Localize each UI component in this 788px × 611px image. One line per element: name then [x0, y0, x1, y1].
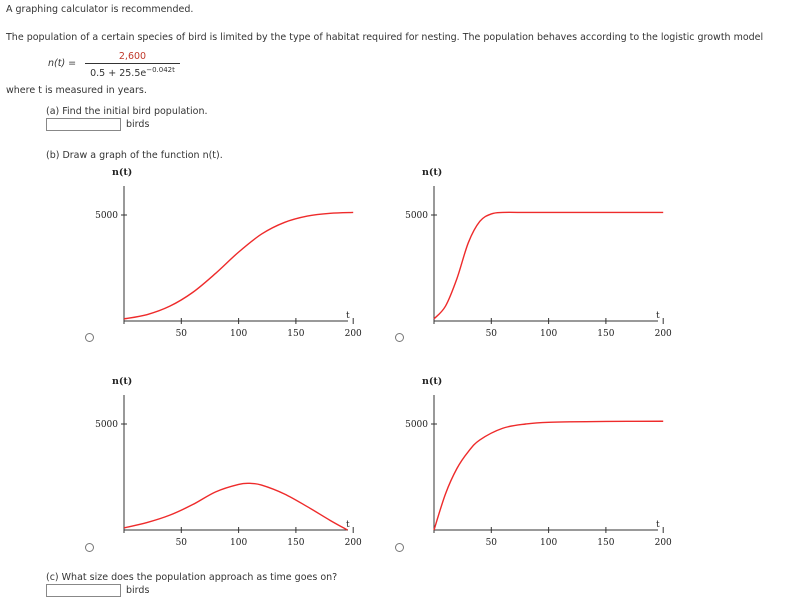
x-tick-label-100: 100	[540, 329, 557, 339]
y-axis-label: n(t)	[112, 376, 132, 387]
y-axis-label: n(t)	[422, 167, 442, 178]
graph-option-3: n(t) t 50 100 150 200 5000	[95, 376, 362, 548]
formula-denominator-base: 0.5 + 25.5e	[90, 68, 147, 80]
part-b-question: (b) Draw a graph of the function n(t).	[46, 150, 223, 161]
graph-option-1: n(t) t 50 100 150 200 5000	[95, 167, 362, 339]
formula-exponent: −0.042t	[146, 66, 175, 74]
option-radio-1[interactable]	[85, 333, 94, 342]
part-a-answer-input[interactable]	[46, 118, 121, 131]
x-tick-label-150: 150	[287, 329, 304, 339]
x-tick-label-200: 200	[655, 329, 672, 339]
curve-line	[433, 211, 664, 320]
x-tick-label-50: 50	[486, 329, 498, 339]
x-tick-label-100: 100	[540, 538, 557, 548]
option-radio-4[interactable]	[395, 543, 404, 552]
x-axis-label: t	[656, 520, 660, 530]
curve-line	[123, 211, 354, 320]
y-tick-label-5000: 5000	[405, 211, 428, 221]
x-tick-label-200: 200	[345, 329, 362, 339]
part-a-question: (a) Find the initial bird population.	[46, 106, 208, 117]
x-tick-label-50: 50	[486, 538, 498, 548]
y-axis-label: n(t)	[422, 376, 442, 387]
formula-numerator: 2,600	[85, 51, 180, 64]
calculator-note: A graphing calculator is recommended.	[6, 4, 194, 15]
x-tick-label-200: 200	[655, 538, 672, 548]
problem-intro: The population of a certain species of b…	[6, 32, 764, 43]
x-tick-label-50: 50	[176, 538, 188, 548]
formula-denominator: 0.5 + 25.5e−0.042t	[85, 64, 180, 79]
x-tick-label-150: 150	[597, 538, 614, 548]
x-tick-label-50: 50	[176, 329, 188, 339]
curve-line	[123, 482, 348, 531]
x-tick-label-100: 100	[230, 538, 247, 548]
x-axis-label: t	[656, 311, 660, 321]
graph-option-4: n(t) t 50 100 150 200 5000	[405, 376, 672, 548]
formula-lhs: n(t) =	[48, 58, 77, 69]
option-radio-2[interactable]	[395, 333, 404, 342]
x-tick-label-200: 200	[345, 538, 362, 548]
y-axis-label: n(t)	[112, 167, 132, 178]
formula-fraction: 2,600 0.5 + 25.5e−0.042t	[85, 51, 180, 79]
part-a-unit: birds	[126, 119, 150, 130]
curve-line	[433, 420, 664, 531]
part-c-question: (c) What size does the population approa…	[46, 572, 338, 583]
y-tick-label-5000: 5000	[95, 420, 118, 430]
graph-option-2: n(t) t 50 100 150 200 5000	[405, 167, 672, 339]
x-tick-label-150: 150	[287, 538, 304, 548]
option-radio-3[interactable]	[85, 543, 94, 552]
x-tick-label-100: 100	[230, 329, 247, 339]
y-tick-label-5000: 5000	[95, 211, 118, 221]
where-text: where t is measured in years.	[6, 85, 147, 96]
part-c-answer-input[interactable]	[46, 584, 121, 597]
x-tick-label-150: 150	[597, 329, 614, 339]
y-tick-label-5000: 5000	[405, 420, 428, 430]
x-axis-label: t	[346, 520, 350, 530]
part-c-unit: birds	[126, 585, 150, 596]
x-axis-label: t	[346, 311, 350, 321]
